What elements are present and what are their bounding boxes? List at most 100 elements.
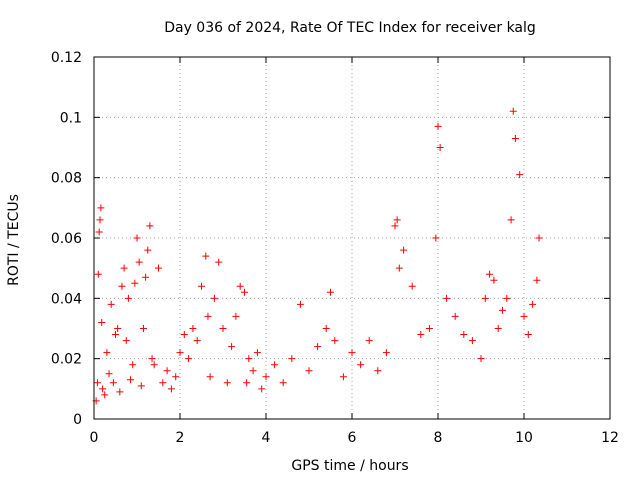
data-point — [511, 134, 519, 142]
data-point — [139, 325, 147, 332]
data-point — [279, 379, 287, 387]
data-point — [249, 367, 257, 375]
data-point — [434, 122, 442, 130]
y-tick-label: 0 — [73, 412, 82, 428]
x-tick-label: 8 — [434, 430, 443, 446]
data-point — [202, 252, 210, 260]
data-point — [314, 343, 322, 351]
data-point — [408, 282, 416, 290]
x-axis-label: GPS time / hours — [291, 458, 408, 474]
data-point — [159, 379, 167, 387]
data-point — [348, 349, 356, 357]
data-point — [223, 379, 231, 387]
data-point — [509, 107, 517, 115]
data-point — [193, 337, 201, 345]
data-point — [135, 258, 143, 266]
data-point — [507, 216, 515, 224]
y-tick-label: 0.08 — [51, 171, 82, 187]
data-point — [460, 331, 468, 339]
data-point — [271, 361, 279, 369]
data-point — [137, 382, 145, 390]
data-point — [118, 282, 126, 290]
data-point — [116, 388, 124, 396]
data-point — [185, 355, 193, 363]
data-point — [524, 331, 532, 339]
data-point — [114, 325, 122, 332]
data-point — [443, 294, 451, 302]
data-point — [382, 349, 390, 357]
data-point — [417, 331, 425, 339]
data-point — [101, 391, 109, 399]
data-point — [365, 337, 373, 345]
data-point — [494, 325, 502, 332]
data-point — [305, 367, 313, 375]
data-point — [296, 300, 304, 308]
data-point — [395, 264, 403, 272]
data-point — [144, 246, 152, 254]
data-point — [215, 258, 223, 266]
data-point — [374, 367, 382, 375]
data-point — [432, 234, 440, 242]
data-point — [210, 294, 218, 302]
data-point — [206, 373, 214, 381]
data-point — [148, 355, 156, 363]
data-point — [95, 228, 103, 236]
data-point — [133, 234, 141, 242]
data-point — [236, 282, 244, 290]
data-point — [481, 294, 489, 302]
data-point — [109, 379, 117, 387]
data-point — [232, 312, 240, 320]
data-point — [533, 276, 541, 284]
data-point — [499, 306, 506, 314]
data-point — [253, 349, 261, 357]
data-point — [520, 312, 528, 320]
data-point — [391, 222, 399, 230]
y-tick-label: 0.12 — [51, 50, 82, 66]
data-point — [436, 144, 444, 151]
data-point — [288, 355, 296, 363]
y-tick-label: 0.1 — [60, 110, 82, 126]
y-tick-label: 0.04 — [51, 291, 82, 307]
data-point — [241, 288, 248, 296]
data-point — [189, 325, 197, 332]
data-point — [535, 234, 543, 242]
data-point — [245, 355, 253, 363]
data-point — [400, 246, 408, 254]
data-point — [146, 222, 154, 230]
chart-title: Day 036 of 2024, Rate Of TEC Index for r… — [164, 20, 536, 36]
y-tick-label: 0.06 — [51, 231, 82, 247]
grid-lines — [94, 57, 610, 419]
data-point — [258, 385, 266, 393]
data-point — [155, 264, 162, 272]
data-point — [357, 361, 365, 369]
x-tick-label: 4 — [262, 430, 271, 446]
x-tick-label: 10 — [515, 430, 533, 446]
data-point — [327, 288, 334, 296]
y-tick-label: 0.02 — [51, 352, 82, 368]
data-point — [163, 367, 171, 375]
data-point — [204, 312, 212, 320]
data-point — [120, 264, 128, 272]
data-point — [122, 337, 130, 345]
y-axis-label: ROTI / TECUs — [6, 194, 22, 286]
data-point — [198, 282, 205, 290]
data-point — [142, 273, 150, 281]
data-point — [339, 373, 347, 381]
data-point — [243, 379, 251, 387]
data-point — [103, 349, 111, 357]
x-tick-label: 0 — [90, 430, 99, 446]
x-tick-label: 2 — [176, 430, 185, 446]
data-point — [503, 294, 511, 302]
data-point — [96, 216, 104, 224]
data-point — [107, 300, 115, 308]
data-point — [425, 325, 433, 332]
data-point — [180, 331, 188, 339]
data-point — [94, 270, 102, 278]
data-point — [167, 385, 175, 393]
data-point — [486, 270, 494, 278]
data-point — [176, 349, 184, 357]
x-tick-label: 6 — [348, 430, 357, 446]
data-point — [322, 325, 330, 332]
data-point — [131, 279, 139, 287]
